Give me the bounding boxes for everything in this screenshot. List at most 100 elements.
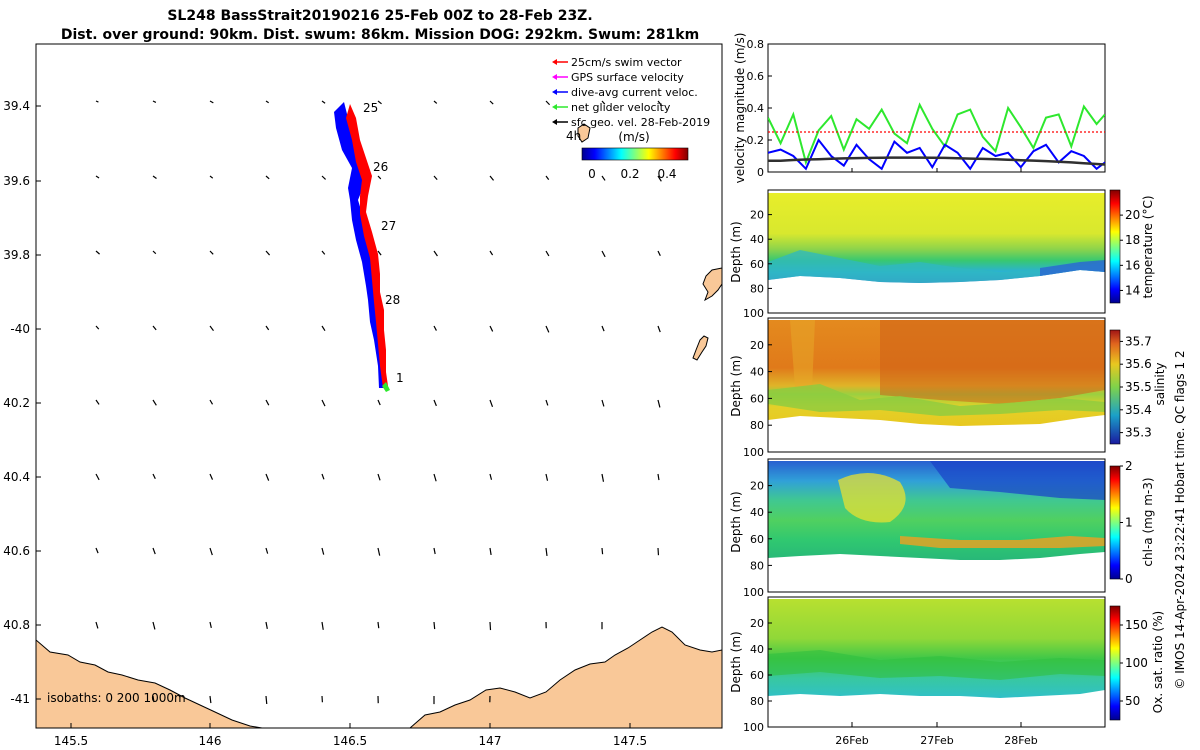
depth-tick-label: 20 <box>750 209 764 222</box>
lon-tick-label: 147.5 <box>613 734 647 748</box>
current-vector <box>377 547 381 556</box>
lon-tick-label: 146.5 <box>333 734 367 748</box>
oxygen-section: Ox. sat. ratio (%) Depth (m) <box>729 596 1165 728</box>
chlorophyll-low-patch <box>930 461 1105 500</box>
depth-tick-label: 40 <box>750 233 764 246</box>
current-vector <box>545 399 549 406</box>
temperature-frame <box>767 189 1106 314</box>
temperature-coldest-patch <box>1040 260 1105 276</box>
lat-tick-label: 40.8 <box>3 618 30 632</box>
current-vector <box>377 473 381 481</box>
current-vector <box>209 100 214 104</box>
salinity-column-patch <box>790 320 815 390</box>
salinity-colorbar <box>1109 329 1121 445</box>
current-vector <box>152 695 155 703</box>
current-vector <box>321 175 327 180</box>
current-vector <box>321 621 324 630</box>
current-vector <box>545 100 551 106</box>
speed-colorbar-tick-label: 0.4 <box>657 167 676 181</box>
colorbar-tick-label: 14 <box>1125 283 1140 297</box>
speed-colorbar <box>581 147 689 161</box>
oxygen-low-layer <box>768 650 1105 680</box>
lat-tick-label: 39.8 <box>3 248 30 262</box>
arrow-left-icon <box>552 89 557 95</box>
temperature-colorbar <box>1109 189 1121 304</box>
depth-tick-label: 60 <box>750 258 764 271</box>
current-vector <box>489 325 494 332</box>
temperature-ylabel: Depth (m) <box>729 221 743 282</box>
current-vector <box>265 473 270 481</box>
arrow-left-icon <box>552 74 557 80</box>
current-vector <box>152 621 156 630</box>
current-vector <box>545 547 548 557</box>
chlorophyll-ylabel: Depth (m) <box>729 491 743 552</box>
track-day-label: 27 <box>381 219 396 233</box>
current-vector <box>489 175 495 181</box>
lat-tick-label: 40.2 <box>3 396 30 410</box>
current-vector <box>601 399 605 407</box>
tasmania-coast-land <box>36 639 263 728</box>
time-tick-label: 27Feb <box>920 734 953 747</box>
current-vector <box>321 100 326 104</box>
map-frame <box>35 43 723 729</box>
current-vector <box>95 473 100 481</box>
speed-colorbar-tick-label: 0 <box>588 167 596 181</box>
colorbar-tick-label: 0 <box>1125 572 1133 586</box>
legend-entry-label: GPS surface velocity <box>571 71 684 84</box>
current-vector <box>152 325 157 331</box>
depth-tick-label: 100 <box>743 307 764 320</box>
colorbar-tick-label: 16 <box>1125 258 1140 272</box>
oxygen-ylabel: Depth (m) <box>729 631 743 692</box>
current-vector <box>265 621 268 629</box>
depth-tick-label: 100 <box>743 586 764 599</box>
current-vector <box>601 473 605 482</box>
salinity-ylabel: Depth (m) <box>729 355 743 416</box>
chlorophyll-colorbar-label: chl-a (mg m-3) <box>1141 477 1155 566</box>
salinity-high-patch <box>880 320 1105 404</box>
depth-tick-label: 20 <box>750 617 764 630</box>
velocity-plot-frame <box>767 43 1106 173</box>
chlorophyll-frame <box>767 458 1106 593</box>
salinity-fresh-layer <box>768 384 1105 416</box>
temperature-colorbar-label: temperature (°C) <box>1141 196 1155 299</box>
colorbar-tick-label: 20 <box>1125 208 1140 222</box>
lat-tick-label: 40.6 <box>3 544 30 558</box>
current-vector <box>657 473 660 481</box>
current-vector <box>489 547 492 556</box>
current-vector <box>489 399 494 408</box>
current-vector <box>265 100 269 104</box>
figure-title-line1: SL248 BassStrait20190216 25-Feb 00Z to 2… <box>167 8 592 24</box>
salinity-section: salinity Depth (m) <box>729 317 1167 453</box>
lat-tick-label: -41 <box>10 692 30 706</box>
velocity-ytick-label: 0.4 <box>747 102 765 115</box>
colorbar-tick-label: 35.4 <box>1125 403 1152 417</box>
current-vector <box>209 325 214 332</box>
arrow-left-icon <box>552 59 557 65</box>
current-vector <box>95 100 99 103</box>
current-vector <box>209 473 214 480</box>
velocity-series-line <box>768 102 1105 166</box>
current-vector <box>433 547 436 555</box>
temperature-cold-layer <box>768 250 1105 283</box>
depth-tick-label: 100 <box>743 446 764 459</box>
current-vector <box>545 175 550 181</box>
chlorophyll-deep-max <box>900 536 1105 548</box>
chlorophyll-colorbar <box>1109 465 1121 580</box>
small-island-land <box>692 335 709 361</box>
oxygen-colorbar <box>1109 605 1121 721</box>
current-vector <box>152 175 157 179</box>
time-marker-label: 4h <box>566 129 581 143</box>
qc-side-note: © IMOS 14-Apr-2024 23:22:41 Hobart time.… <box>1173 350 1187 689</box>
current-vector <box>377 250 382 256</box>
colorbar-tick-label: 1 <box>1125 516 1133 530</box>
current-vector <box>95 547 99 554</box>
tasmania-coast-land-east <box>409 626 722 728</box>
current-vector <box>152 100 157 103</box>
figure-title-line2: Dist. over ground: 90km. Dist. swum: 86k… <box>61 27 699 43</box>
depth-tick-label: 40 <box>750 643 764 656</box>
section-ticks: 20406080100141618202040608010035.335.435… <box>743 168 1152 747</box>
lat-tick-label: 39.6 <box>3 174 30 188</box>
colorbar-tick-label: 2 <box>1125 459 1133 473</box>
lat-tick-label: 40.4 <box>3 470 30 484</box>
current-vector-field <box>95 100 662 705</box>
